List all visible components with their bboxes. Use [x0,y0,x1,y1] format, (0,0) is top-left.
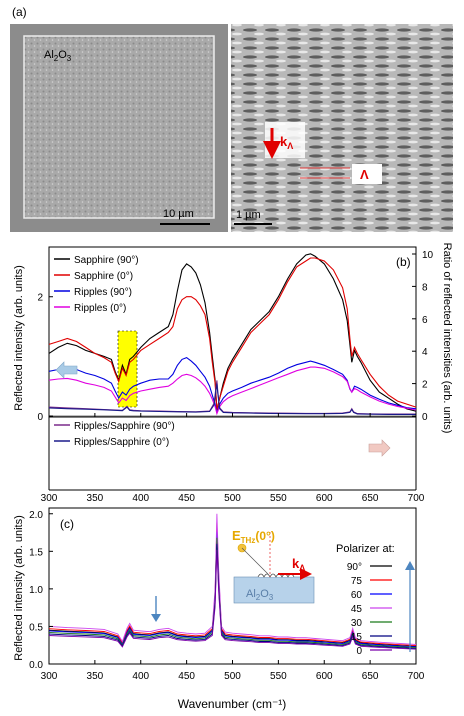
b-left-tick-label: 2 [37,293,43,304]
legend-b-label: Sapphire (0°) [74,271,133,282]
scale-bar-left-label: 10 µm [163,208,194,220]
b-right-tick-label: 4 [422,347,428,358]
c-y-tick-label: 0.0 [29,660,43,671]
b-x-tick-label: 500 [224,493,241,504]
left-axis-arrow [55,361,78,379]
b-x-tick-label: 300 [41,493,58,504]
legend-c-label: 30 [351,618,363,629]
period-label: Λ [360,167,369,182]
right-axis-arrow [368,439,391,457]
legend-c-label: 75 [351,576,363,587]
series-b-4 [48,380,416,415]
field-ray [241,547,269,575]
legend-c-label: 15 [351,632,363,643]
c-x-tick-label: 600 [316,671,333,682]
b-right-tick-label: 8 [422,282,428,293]
b-x-tick-label: 450 [178,493,195,504]
c-y-tick-label: 2.0 [29,510,43,521]
b-x-tick-label: 350 [87,493,104,504]
b-x-tick-label: 700 [408,493,425,504]
legend-c-label: 60 [351,590,363,601]
b-right-tick-label: 6 [422,315,428,326]
material-label: Al2O3 [44,49,72,63]
legend-c-label: 90° [347,562,362,573]
series-b-5 [48,383,416,415]
legend-b-label: Sapphire (90°) [74,255,139,266]
legend-b-label: Ripples (0°) [74,303,126,314]
legend-c-label: 0 [356,646,362,657]
b-right-tick-label: 0 [422,412,428,423]
legend-title: Polarizer at: [336,543,395,555]
series-b-2 [48,356,417,414]
b-right-tick-label: 2 [422,380,428,391]
c-x-tick-label: 450 [178,671,195,682]
decrease-arrow-head [151,614,161,622]
inset-k-label: kΛ [292,556,305,573]
panel-a-label: (a) [12,5,27,19]
substrate-label: Al2O3 [246,588,274,602]
c-y-tick-label: 1.0 [29,585,43,596]
panel-b-label: (b) [396,255,411,269]
c-x-tick-label: 650 [362,671,379,682]
c-x-tick-label: 500 [224,671,241,682]
series-b-3 [48,366,417,416]
legend-c-label: 45 [351,604,363,615]
series-b-1 [48,257,417,411]
b-x-tick-label: 600 [316,493,333,504]
b-x-tick-label: 550 [270,493,287,504]
legend-b2-label: Ripples/Sapphire (90°) [74,421,175,432]
b-right-tick-label: 10 [422,250,434,261]
legend-increase-arrow-head [405,561,415,570]
panel-b-ylabel-right: Ratio of reflected intensities (arb. uni… [441,243,453,434]
panel-c-label: (c) [60,517,74,531]
c-x-tick-label: 350 [87,671,104,682]
c-y-tick-label: 0.5 [29,622,43,633]
c-x-tick-label: 700 [408,671,425,682]
c-x-tick-label: 550 [270,671,287,682]
c-x-tick-label: 300 [41,671,58,682]
b-left-tick-label: 0 [37,412,43,423]
sem-image-left: Al2O3 10 µm [10,24,228,232]
c-x-tick-label: 400 [132,671,149,682]
panel-b-ylabel-left: Reflected intensity (arb. units) [13,265,25,411]
scale-bar-right-label: 1 µm [236,209,261,221]
panel-c-ylabel: Reflected intensity (arb. units) [13,515,25,661]
panel-b: 0 2 0 2 4 6 8 10 300 350 400 450 500 550 600 650 700 (b)… [13,243,453,504]
b-x-tick-label: 650 [362,493,379,504]
field-label: ETHz(0°) [232,528,275,545]
b-x-tick-label: 400 [132,493,149,504]
sem-image-right: kΛ Λ 1 µm [231,24,453,232]
inset-diagram: Al2O3 ETHz(0°) kΛ [232,528,315,604]
panel-c-xlabel: Wavenumber (cm⁻¹) [178,697,287,711]
series-c-6 [48,549,417,650]
legend-b2-label: Ripples/Sapphire (0°) [74,437,169,448]
c-y-tick-label: 1.5 [29,547,43,558]
legend-b-label: Ripples (90°) [74,287,132,298]
